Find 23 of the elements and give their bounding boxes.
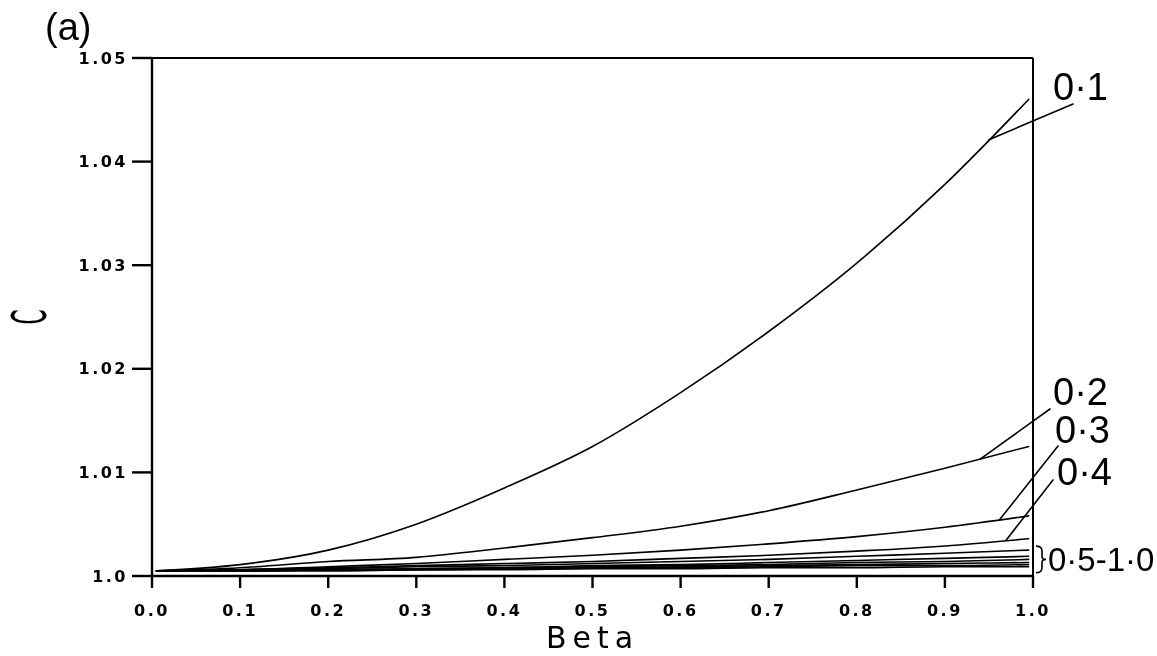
x-tick-label: 0.0 — [134, 601, 170, 620]
x-tick-label: 0.8 — [838, 601, 875, 620]
chart-title: (a) — [45, 6, 92, 48]
y-tick-label: 1.03 — [78, 255, 128, 275]
y-tick-label: 1.02 — [78, 359, 128, 379]
text: 0·5-1·0 — [1048, 541, 1155, 579]
x-tick-label: 0.3 — [398, 601, 435, 620]
x-tick-label: 0.7 — [750, 601, 787, 620]
x-tick-label: 0.2 — [310, 601, 347, 620]
y-tick-label: 1.04 — [78, 152, 128, 172]
x-tick-label: 0.6 — [662, 601, 699, 620]
y-axis-title: C — [0, 309, 58, 325]
x-tick-label: 0.1 — [222, 601, 259, 620]
x-tick-label: 1.0 — [1015, 601, 1051, 620]
series-label: 0·4 — [1057, 451, 1112, 493]
x-tick-label: 0.5 — [574, 601, 611, 620]
x-tick-label: 0.4 — [486, 601, 523, 620]
series-label: 0·1 — [1053, 66, 1108, 108]
y-tick-label: 1.01 — [78, 463, 128, 482]
x-tick-label: 0.9 — [926, 601, 963, 620]
y-tick-label: 1.0 — [92, 566, 128, 586]
x-axis-title: Beta — [545, 620, 640, 655]
y-tick-label: 1.05 — [78, 48, 128, 68]
